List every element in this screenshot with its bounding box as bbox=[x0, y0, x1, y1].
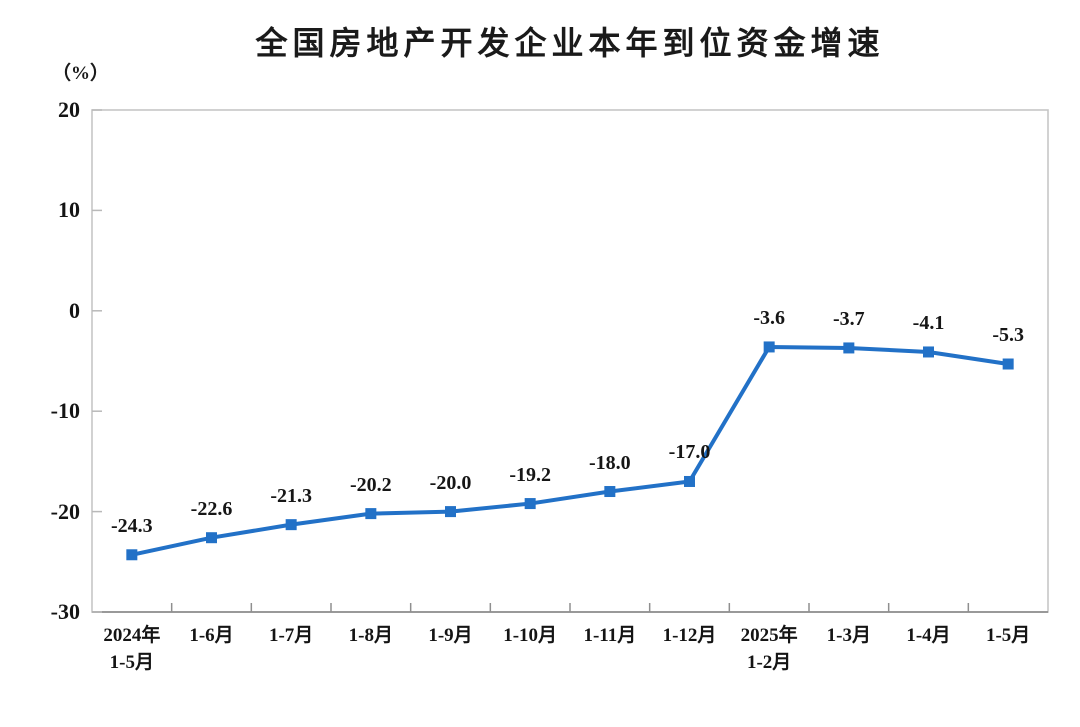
plot-border bbox=[91, 109, 1049, 613]
y-axis-tick-label: 0 bbox=[69, 297, 80, 323]
data-point-marker bbox=[604, 486, 616, 498]
x-axis-tick-label: 2025年 1-2月 bbox=[740, 625, 798, 673]
y-axis-tick-label: -20 bbox=[50, 498, 80, 524]
data-point-marker bbox=[1002, 358, 1014, 370]
x-axis-tick-label: 1-8月 bbox=[348, 625, 393, 646]
data-point-label: -3.7 bbox=[832, 307, 865, 330]
data-point-marker bbox=[524, 498, 536, 510]
x-axis-tick-label: 1-10月 bbox=[503, 625, 558, 646]
data-point-marker bbox=[843, 342, 855, 354]
y-axis-unit-label: （%） bbox=[52, 63, 110, 84]
x-axis-tick-label: 1-6月 bbox=[189, 625, 234, 646]
data-point-label: -20.0 bbox=[429, 471, 472, 494]
y-axis-tick-label: 20 bbox=[58, 97, 80, 122]
data-point-marker bbox=[763, 341, 775, 353]
data-point-label: -22.6 bbox=[190, 497, 233, 520]
data-point-marker bbox=[684, 475, 695, 487]
series-line bbox=[129, 344, 1011, 557]
data-point-label: -18.0 bbox=[588, 451, 631, 474]
x-axis-tick-label: 1-9月 bbox=[428, 625, 473, 646]
y-axis-tick-label: -30 bbox=[50, 599, 80, 624]
x-axis-tick-label: 2024年 1-5月 bbox=[103, 625, 161, 673]
data-point-label: -17.0 bbox=[668, 441, 711, 464]
data-point-marker bbox=[445, 506, 456, 518]
y-axis-tick-label: -10 bbox=[50, 398, 80, 424]
x-axis-tick-label: 1-5月 bbox=[985, 625, 1031, 646]
x-axis-tick-label: 1-3月 bbox=[826, 625, 871, 646]
y-axis-tick-label: 10 bbox=[58, 197, 80, 223]
data-point-marker bbox=[365, 508, 377, 520]
data-point-label: -19.2 bbox=[509, 463, 551, 486]
x-axis-tick-label: 1-7月 bbox=[268, 625, 314, 646]
data-point-label: -3.6 bbox=[753, 306, 785, 329]
x-axis-tick-label: 1-12月 bbox=[662, 625, 717, 646]
data-point-marker bbox=[206, 532, 217, 544]
data-point-label: -5.3 bbox=[992, 324, 1024, 346]
data-point-marker bbox=[126, 549, 138, 561]
data-point-label: -21.3 bbox=[270, 484, 312, 507]
x-axis-tick-label: 1-4月 bbox=[906, 625, 951, 646]
data-point-marker bbox=[285, 519, 297, 531]
data-point-label: -24.3 bbox=[110, 514, 153, 537]
chart-title: 全国房地产开发企业本年到位资金增速 bbox=[255, 25, 885, 61]
data-point-marker bbox=[923, 346, 934, 358]
x-axis-tick-label: 1-11月 bbox=[583, 625, 637, 646]
data-point-label: -4.1 bbox=[912, 311, 945, 334]
data-point-label: -20.2 bbox=[349, 473, 392, 496]
